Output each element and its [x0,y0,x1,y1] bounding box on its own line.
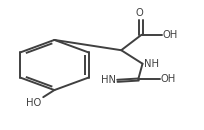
Text: O: O [136,8,143,18]
Text: NH: NH [144,59,159,69]
Text: OH: OH [163,30,178,40]
Text: HN: HN [101,75,116,85]
Text: HO: HO [26,98,41,108]
Text: OH: OH [161,73,176,83]
